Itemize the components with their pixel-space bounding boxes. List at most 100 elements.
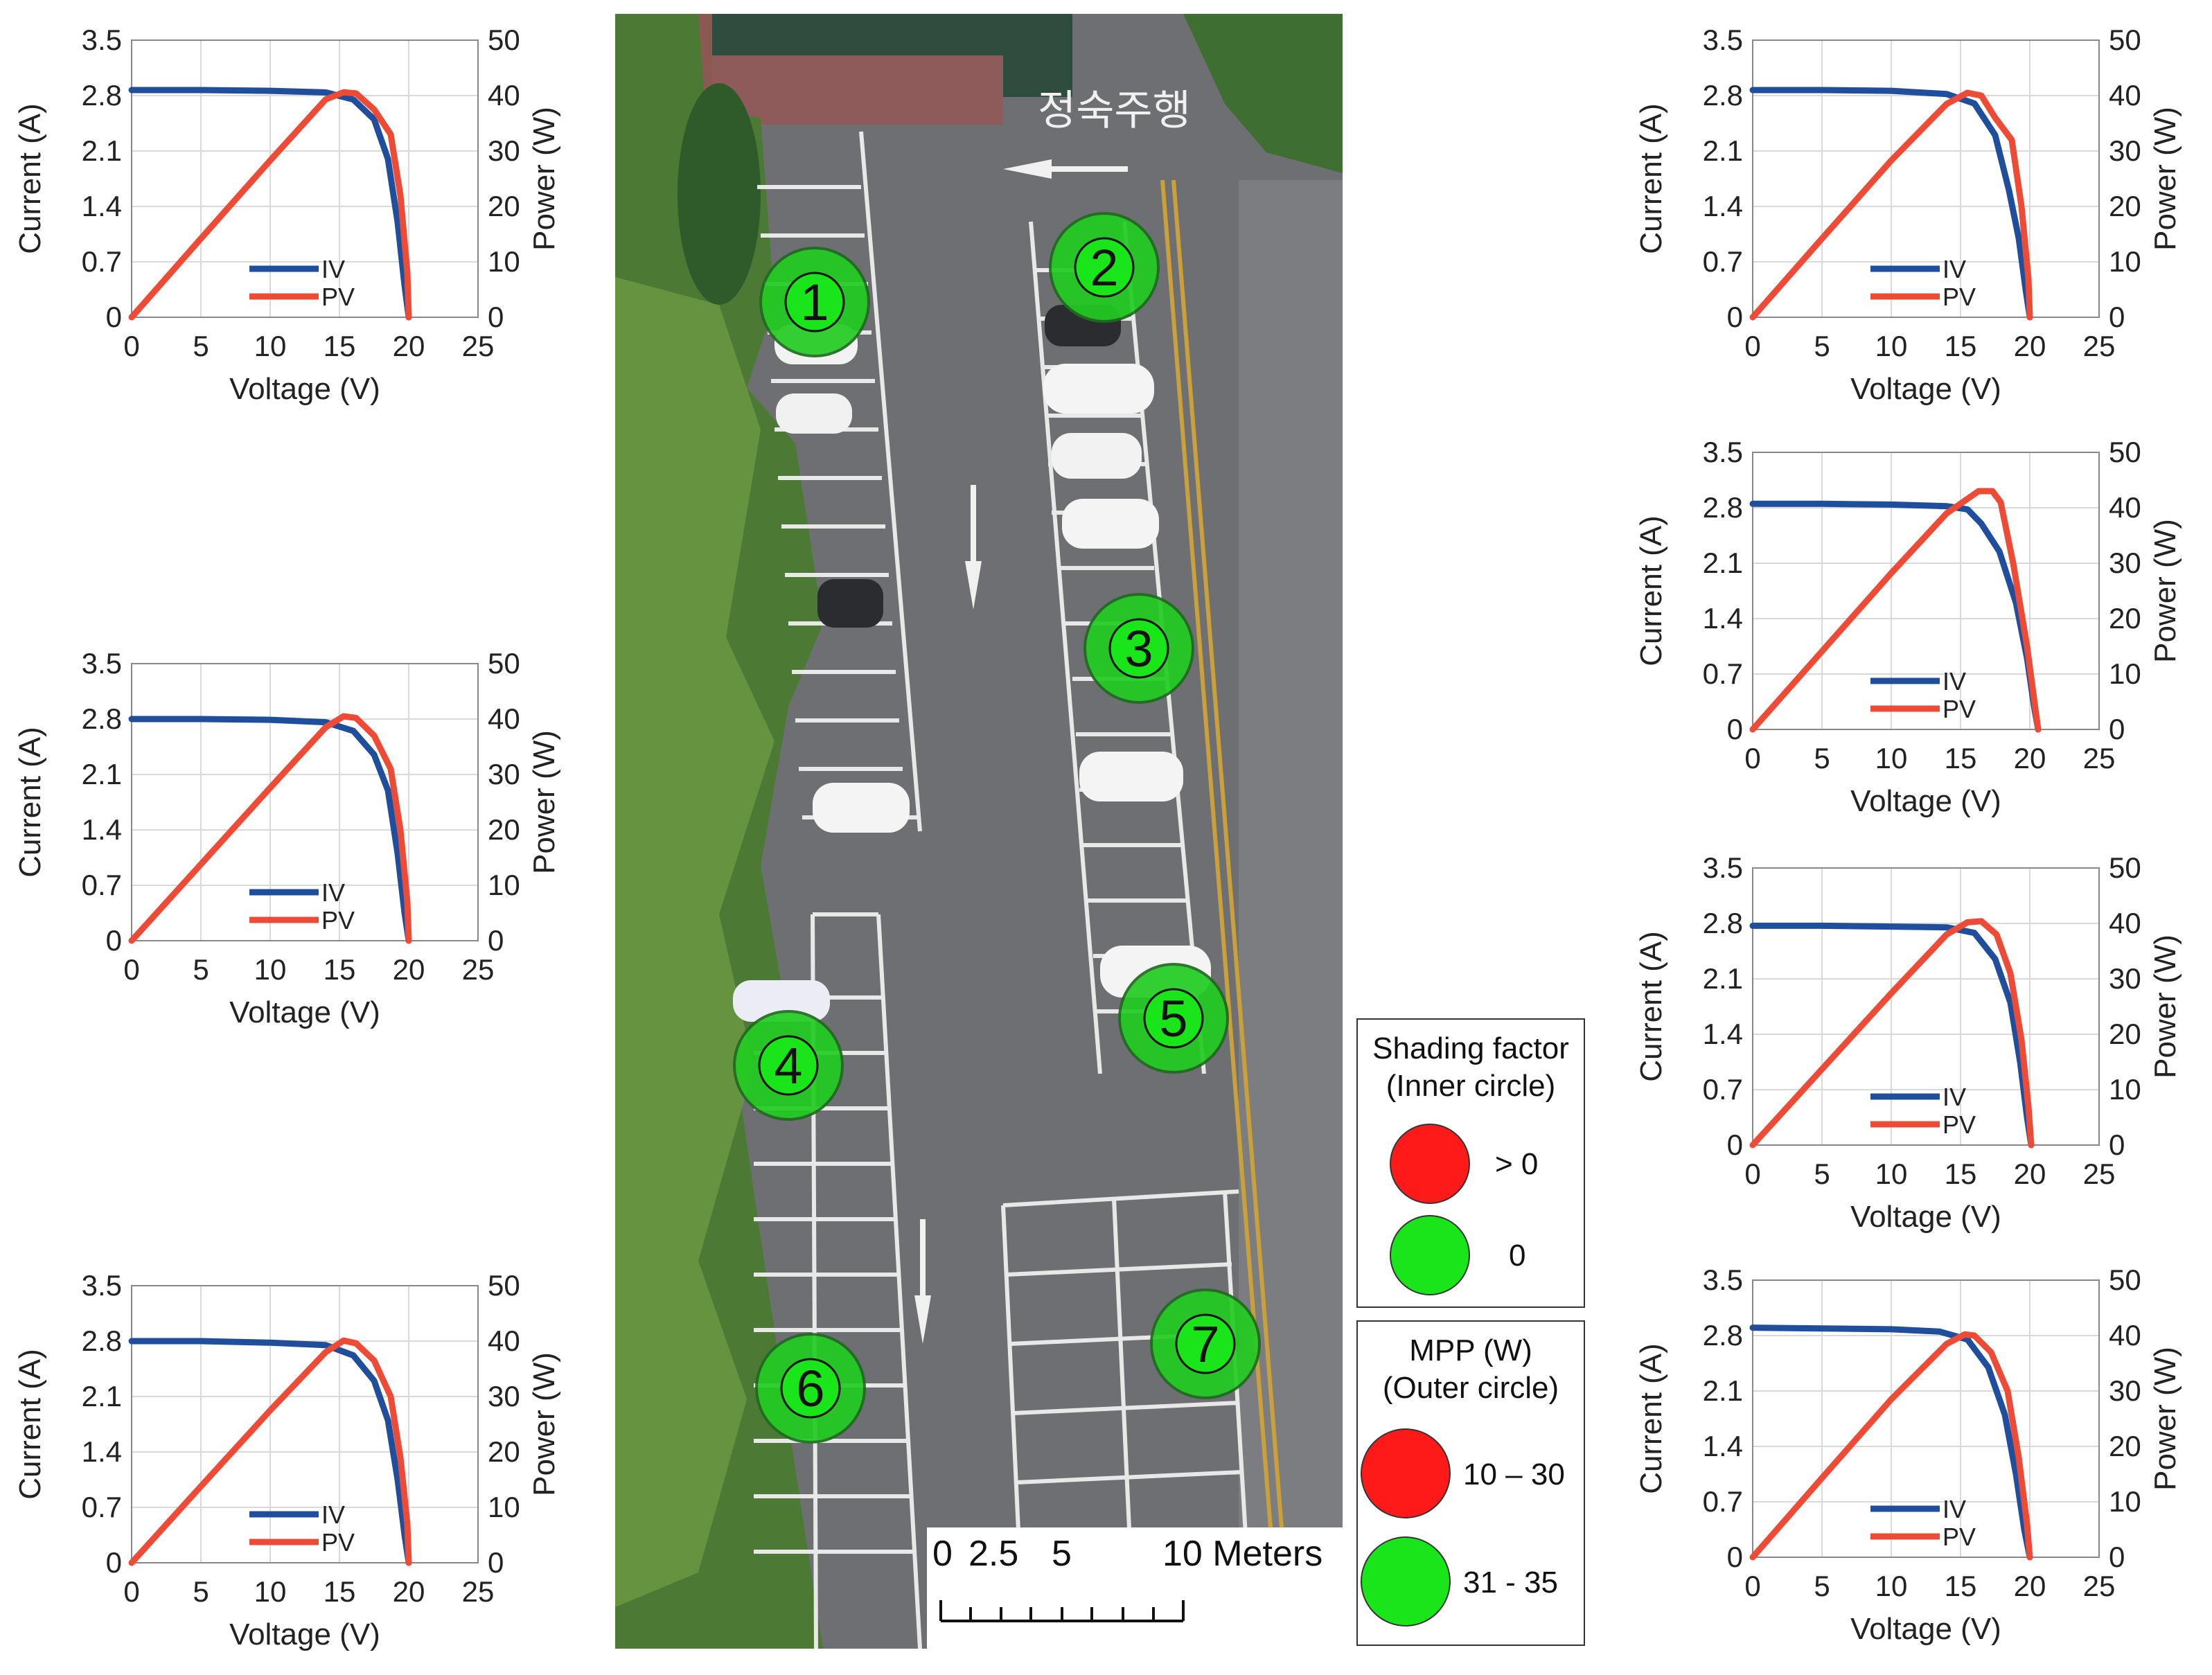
y2-tick-label: 40 [488,1324,520,1357]
y2-tick-label: 30 [488,1380,520,1412]
x-tick-label: 20 [2014,1570,2046,1602]
y2-tick-label: 10 [2109,657,2141,690]
measurement-spot-4: 4 [733,1010,844,1121]
y2-tick-label: 20 [2109,190,2141,222]
x-tick-label: 25 [462,330,495,362]
spot-label: 4 [774,1037,802,1094]
planter-brick [712,55,1003,125]
legend-title: Shading factor [1372,1031,1569,1065]
road-arrow [914,159,1128,1344]
iv-pv-chart-6: 0 5 10 15 20 25 0 0.7 1.4 2.1 2.8 3.5 0 10 20 30 40 50 Vol… [1621,849,2203,1257]
x-axis-label: Voltage (V) [1850,784,2001,818]
y2-tick-label: 20 [2109,1430,2141,1462]
y-tick-label: 3.5 [82,1269,122,1302]
y2-axis-label: Power (W) [2148,934,2182,1079]
y-tick-label: 0 [1727,301,1743,333]
iv-pv-chart-5: 0 5 10 15 20 25 0 0.7 1.4 2.1 2.8 3.5 0 10 20 30 40 50 Vol… [1621,433,2203,842]
x-tick-label: 5 [1814,330,1830,362]
y-axis-label: Current (A) [1634,931,1668,1082]
iv-pv-chart-1: 0 5 10 15 20 25 0 0.7 1.4 2.1 2.8 3.5 0 10 20 30 40 50 Vol… [0,21,582,429]
y-tick-label: 1.4 [1703,1018,1743,1050]
y2-tick-label: 10 [2109,1485,2141,1518]
x-tick-label: 0 [123,953,139,986]
legend-label: PV [321,1528,355,1557]
legend-label: PV [1943,695,1976,723]
scale-bar: 0 2.5 5 10 Meters [927,1527,1343,1649]
legend-label: IV [1943,1495,1966,1523]
x-tick-label: 15 [324,330,356,362]
chart-svg: 0 5 10 15 20 2500.71.42.12.83.501020304050Vol… [1634,851,2182,1234]
y-tick-label: 0 [1727,713,1743,745]
y-tick-label: 1.4 [82,190,122,222]
y-tick-label: 3.5 [82,24,122,56]
legend-label: 31 - 35 [1463,1566,1558,1599]
spot-label: 1 [800,274,829,331]
scale-label: 5 [1052,1534,1072,1574]
plot-area [1752,39,2100,318]
iv-pv-chart-7: 0 5 10 15 20 25 0 0.7 1.4 2.1 2.8 3.5 0 10 20 30 40 50 Vol… [1621,1261,2203,1669]
measurement-spot-1: 1 [759,247,870,357]
y2-tick-label: 50 [2109,24,2141,56]
y2-tick-label: 10 [488,245,520,278]
y2-tick-label: 30 [488,134,520,167]
x-tick-label: 0 [1744,1570,1760,1602]
plot-area [131,39,479,318]
spot-inner-circle [1108,618,1169,679]
legend-label: 0 [1509,1239,1526,1273]
x-tick-label: 10 [254,330,287,362]
y-tick-label: 2.8 [82,79,122,112]
spot-label: 6 [796,1360,824,1417]
y-tick-label: 2.1 [1703,962,1743,995]
y2-tick-label: 0 [488,924,504,957]
y-axis-label: Current (A) [13,727,47,878]
legend-label: IV [321,878,345,907]
plot-area [1752,452,2100,730]
x-tick-label: 5 [193,1575,209,1608]
measurement-spots: 1 2 3 4 5 6 7 [733,212,1261,1444]
legend-swatch-red [1390,1124,1470,1204]
legend-label: > 0 [1495,1147,1539,1181]
y-tick-label: 2.8 [1703,79,1743,112]
spot-label: 2 [1090,239,1118,296]
spot-inner-circle [1143,988,1204,1049]
legend-label: 10 – 30 [1463,1457,1565,1491]
measurement-spot-3: 3 [1083,593,1194,704]
x-tick-label: 25 [2083,1158,2116,1190]
x-tick-label: 25 [462,953,495,986]
chart-svg: 0 5 10 15 20 2500.71.42.12.83.501020304050Vol… [13,1269,561,1651]
y2-tick-label: 0 [2109,713,2125,745]
y2-axis-label: Power (W) [527,1352,561,1496]
plot-area [1752,1279,2100,1558]
x-tick-label: 20 [393,330,425,362]
y-tick-label: 0 [106,1546,122,1579]
legend-label: PV [1943,283,1976,311]
legend-label: PV [321,906,355,934]
x-tick-label: 10 [1875,742,1908,774]
measurement-spot-6: 6 [755,1333,866,1444]
x-tick-label: 15 [324,953,356,986]
series-pv-line [128,713,412,944]
x-tick-label: 20 [393,953,425,986]
y2-tick-label: 0 [2109,301,2125,333]
x-tick-label: 5 [1814,742,1830,774]
y2-tick-label: 40 [488,702,520,735]
y2-tick-label: 40 [2109,491,2141,524]
y2-axis-label: Power (W) [2148,107,2182,251]
legend-label: PV [321,283,355,311]
y-tick-label: 1.4 [1703,1430,1743,1462]
y-tick-label: 3.5 [1703,436,1743,468]
y-tick-label: 3.5 [1703,1264,1743,1296]
spot-label: 3 [1124,620,1153,677]
y2-tick-label: 50 [2109,851,2141,884]
scale-label: 10 Meters [1162,1534,1322,1574]
series-iv-line [1749,500,2042,733]
legend-swatch-green [1361,1536,1451,1627]
y2-tick-label: 40 [2109,79,2141,112]
series-iv-line [128,1338,412,1566]
spot-inner-circle [780,1358,841,1419]
x-tick-label: 20 [393,1575,425,1608]
y2-tick-label: 0 [2109,1541,2125,1573]
y2-tick-label: 30 [2109,1374,2141,1407]
y-tick-label: 2.8 [1703,1319,1743,1351]
y2-tick-label: 50 [2109,436,2141,468]
